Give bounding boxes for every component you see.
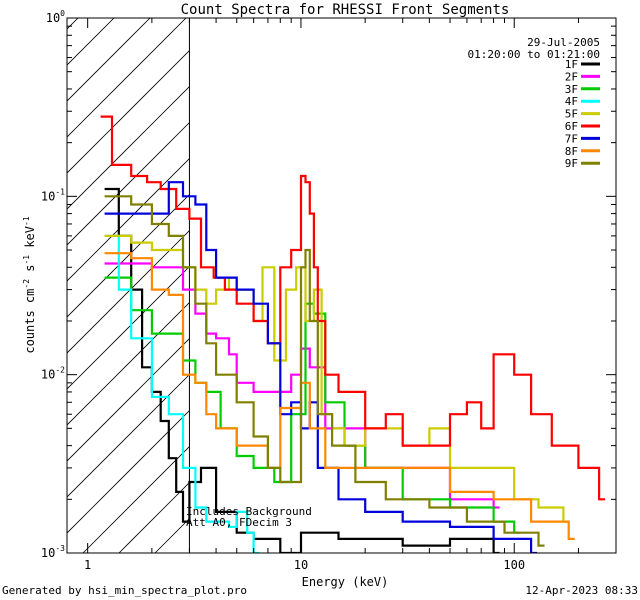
hatched-region [67,18,616,553]
background-note: Includes Background [186,505,312,518]
axis-ticks: 1 10 100 100 10-1 10-2 10-3 [41,9,617,572]
legend-label-2F: 2F [565,70,578,83]
svg-text:counts cm-2 s-1 keV-1: counts cm-2 s-1 keV-1 [22,216,37,353]
y-tick-label: 10-3 [41,544,65,560]
legend-label-4F: 4F [565,95,578,108]
hatch-line [67,18,79,30]
y-tick-label: 100 [46,9,65,25]
hatch-line [67,18,223,174]
plot-frame [66,17,617,554]
x-axis-label: Energy (keV) [302,575,389,589]
hatch-line [67,18,187,138]
time-range-label: 01:20:00 to 01:21:00 [468,48,600,61]
series-7F [104,181,538,553]
legend-label-3F: 3F [565,83,578,96]
y-tick-label: 10-2 [41,366,65,382]
generator-credit: Generated by hsi_min_spectra_plot.pro [2,584,247,597]
legend-label-6F: 6F [565,120,578,133]
x-tick-label: 100 [503,558,525,572]
y-tick-label: 10-1 [41,187,65,203]
legend-label-9F: 9F [565,157,578,170]
hatch-mask [189,18,616,553]
series-6F [100,115,606,501]
hatch-line [67,18,151,102]
legend-label-7F: 7F [565,132,578,145]
legend-label-1F: 1F [565,58,578,71]
series-1F [104,187,500,553]
attenuator-note: Att A0, FDecim 3 [186,516,292,529]
x-tick-label: 10 [294,558,308,572]
chart-title: Count Spectra for RHESSI Front Segments [181,2,510,18]
legend-label-8F: 8F [565,145,578,158]
plot-timestamp: 12-Apr-2023 08:33 [525,584,638,597]
x-tick-label: 1 [84,558,91,572]
y-axis-label: counts cm-2 s-1 keV-1 [22,216,37,353]
series-4F [104,234,260,553]
legend-label-5F: 5F [565,108,578,121]
date-label: 29-Jul-2005 [527,36,600,49]
series-9F [104,195,545,547]
